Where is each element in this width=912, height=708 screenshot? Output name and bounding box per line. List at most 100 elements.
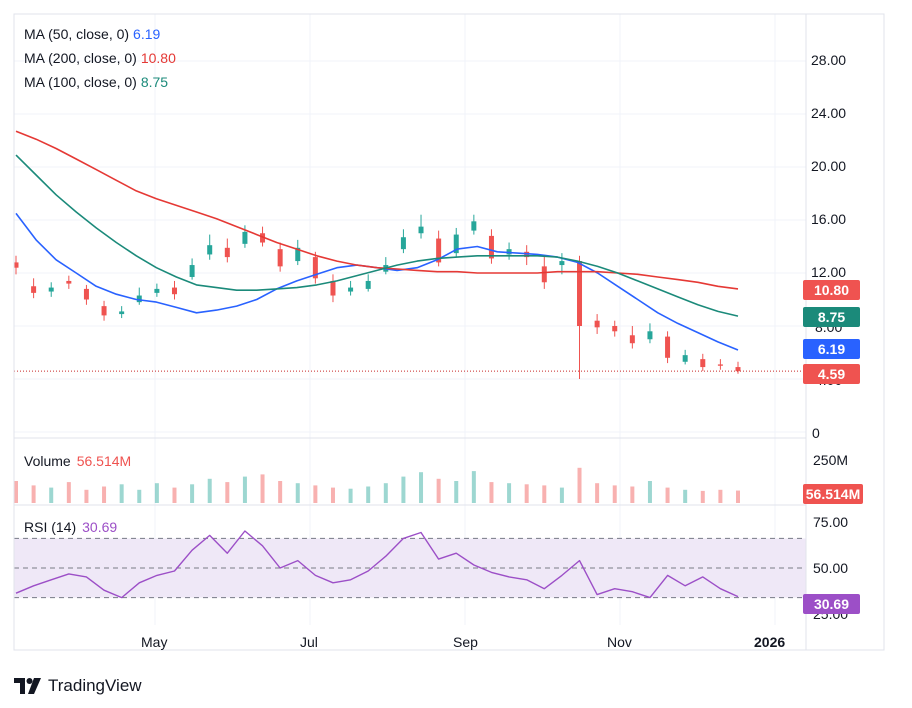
candle-body	[647, 331, 653, 340]
last-price-badge: 4.59	[803, 364, 860, 384]
legend-ma50-value: 6.19	[133, 26, 161, 42]
candle-body	[665, 336, 671, 358]
legend-ma200-label: MA (200, close, 0)	[24, 50, 137, 66]
legend-ma100[interactable]: MA (100, close, 0) 8.75	[24, 74, 168, 90]
candle-body	[171, 287, 177, 295]
legend-ma100-value: 8.75	[140, 74, 169, 90]
volume-bar	[330, 487, 335, 503]
volume-bar	[665, 487, 670, 503]
grid-lines	[14, 14, 806, 625]
volume-bar	[172, 487, 177, 503]
volume-bar	[295, 483, 300, 503]
legend-ma200-value: 10.80	[140, 50, 176, 66]
volume-bar	[419, 472, 424, 503]
ma50-line	[15, 212, 739, 351]
price-tick: 20.00	[811, 158, 847, 174]
rsi-tick: 75.00	[813, 514, 849, 530]
volume-label: Volume	[24, 453, 71, 469]
candles	[13, 214, 806, 379]
volume-bar	[84, 489, 89, 503]
candle-body	[682, 355, 688, 362]
candle-body	[717, 364, 723, 366]
volume-tick: 250M	[813, 452, 849, 468]
candle-body	[629, 335, 635, 344]
volume-bar	[595, 483, 600, 503]
candle-body	[154, 288, 160, 293]
rsi-line	[15, 530, 739, 599]
volume-bar	[436, 478, 441, 503]
candle-body	[224, 247, 230, 258]
candle-body	[207, 245, 213, 255]
volume-legend[interactable]: Volume 56.514M	[24, 453, 131, 469]
volume-bar	[313, 485, 318, 503]
candle-body	[101, 306, 107, 316]
volume-bar	[119, 484, 124, 503]
volume-badge: 56.514M	[803, 484, 863, 504]
volume-bar	[630, 486, 635, 503]
volume-pane	[14, 467, 740, 503]
candle-body	[312, 257, 318, 279]
candle-body	[348, 287, 354, 292]
candle-body	[242, 231, 248, 244]
moving-averages	[15, 130, 739, 351]
candle-body	[471, 221, 477, 231]
candle-body	[612, 326, 618, 332]
pane-frames	[13, 13, 885, 651]
volume-bar	[260, 474, 265, 503]
candle-body	[189, 265, 195, 277]
time-tick: Jul	[300, 634, 318, 650]
chart-frame	[13, 13, 885, 651]
candle-body	[541, 266, 547, 283]
candle-body	[48, 287, 54, 292]
volume-value: 56.514M	[76, 453, 132, 469]
candle-body	[330, 280, 336, 296]
candle-body	[295, 247, 301, 262]
volume-bar	[207, 478, 212, 503]
volume-bar	[137, 489, 142, 503]
volume-bar	[577, 467, 582, 503]
volume-bar	[683, 489, 688, 503]
rsi-tick: 50.00	[813, 560, 849, 576]
legend-ma200[interactable]: MA (200, close, 0) 10.80	[24, 50, 176, 66]
candle-body	[559, 261, 565, 266]
price-tick: 16.00	[811, 211, 847, 227]
tradingview-logo[interactable]: TradingView	[14, 676, 142, 696]
volume-bar	[454, 481, 459, 503]
candle-body	[136, 295, 142, 303]
legend-ma100-label: MA (100, close, 0)	[24, 74, 137, 90]
ma200-line	[15, 130, 739, 290]
volume-bar	[190, 484, 195, 503]
volume-bar	[612, 485, 617, 503]
ma100-line	[15, 154, 739, 317]
volume-bar	[647, 481, 652, 503]
candle-body	[260, 233, 266, 243]
volume-bar	[14, 481, 18, 503]
volume-bar	[225, 482, 230, 503]
ma50-price-badge: 6.19	[803, 339, 860, 359]
rsi-badge: 30.69	[803, 594, 860, 614]
time-tick: May	[141, 634, 168, 650]
candle-body	[436, 238, 442, 263]
volume-bar	[736, 490, 740, 503]
ma100-price-badge: 8.75	[803, 307, 860, 327]
volume-bar	[49, 487, 54, 503]
volume-bar	[278, 481, 283, 503]
rsi-legend[interactable]: RSI (14) 30.69	[24, 519, 117, 535]
volume-bar	[700, 490, 705, 503]
price-tick: 12.00	[811, 264, 847, 280]
volume-bar	[542, 485, 547, 503]
legend-ma50[interactable]: MA (50, close, 0) 6.19	[24, 26, 160, 42]
volume-bar	[102, 486, 107, 503]
rsi-label: RSI (14)	[24, 519, 77, 535]
ma200-price-badge: 10.80	[803, 280, 860, 300]
volume-bar	[348, 488, 353, 503]
volume-bar	[507, 483, 512, 503]
volume-bar	[559, 487, 564, 503]
candle-body	[418, 226, 424, 234]
tradingview-logo-icon	[14, 678, 41, 694]
volume-bar	[471, 471, 476, 503]
time-tick: 2026	[754, 634, 786, 650]
candle-body	[83, 288, 89, 300]
price-tick: 0	[812, 425, 820, 441]
